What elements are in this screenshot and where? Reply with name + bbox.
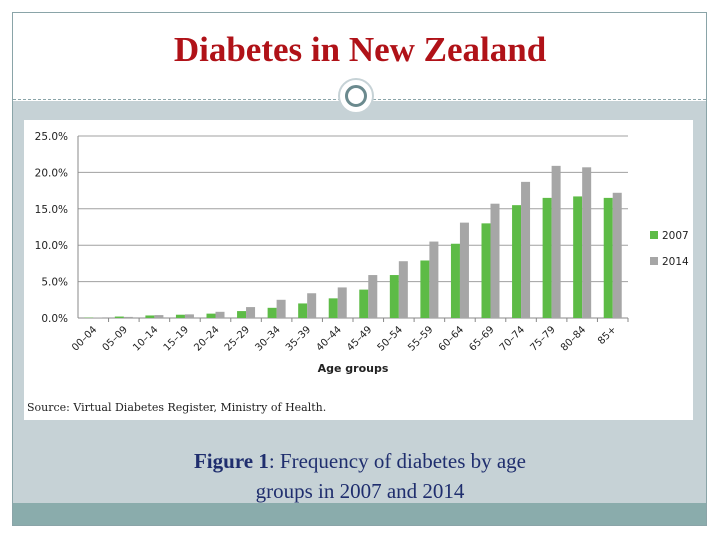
legend-swatch-2007 [650, 231, 658, 239]
bar-2014-50–54 [398, 261, 408, 318]
bar-2014-45–49 [368, 275, 378, 318]
caption-label: Figure 1 [193, 449, 269, 473]
bar-2007-45–49 [359, 289, 369, 318]
bar-2007-10–14 [145, 315, 155, 318]
bar-2007-65–69 [481, 223, 491, 318]
bar-2014-25–29 [246, 307, 256, 318]
legend-label-2014: 2014 [662, 256, 689, 268]
y-tick-label: 15.0% [35, 204, 68, 216]
x-axis-title: Age groups [318, 362, 389, 375]
bar-2014-05–09 [123, 316, 133, 318]
bar-2007-15–19 [175, 314, 185, 318]
y-tick-label: 0.0% [41, 313, 68, 325]
x-tick-label: 30–34 [253, 324, 282, 353]
bar-2014-15–19 [184, 314, 194, 318]
bar-2007-20–24 [206, 313, 216, 318]
bar-2014-30–34 [276, 299, 286, 318]
slide-frame [12, 12, 707, 526]
x-tick-label: 45–49 [345, 324, 374, 353]
bar-2014-35–39 [307, 293, 317, 318]
x-tick-label: 65–69 [467, 324, 496, 353]
x-tick-label: 05–09 [101, 324, 130, 353]
bar-chart: 0.0% 5.0% 10.0% 15.0% 20.0% 25.0% 00–04 05–09 10… [27, 131, 689, 414]
bar-2014-10–14 [154, 315, 164, 318]
x-tick-label: 10–14 [131, 324, 160, 353]
legend-swatch-2014 [650, 257, 658, 265]
bar-2007-85+ [603, 197, 613, 318]
footer-bar [13, 503, 706, 525]
caption-text: : Frequency of diabetes by age [268, 449, 527, 473]
x-tick-label: 15–19 [162, 324, 191, 353]
x-tick-label: 35–39 [284, 324, 313, 353]
bar-2014-60–64 [459, 222, 469, 318]
x-tick-label: 00–04 [70, 324, 99, 353]
x-tick-label: 75–79 [528, 324, 557, 353]
bar-2007-55–59 [420, 260, 430, 318]
y-tick-label: 10.0% [35, 240, 68, 252]
x-tick-label: 50–54 [376, 324, 405, 353]
x-tick-label: 40–44 [315, 324, 344, 353]
bar-2007-80–84 [573, 196, 583, 318]
x-tick-label: 70–74 [498, 324, 527, 353]
bar-2014-70–74 [521, 181, 531, 318]
slide-title: Diabetes in New Zealand [173, 30, 547, 69]
bar-2014-55–59 [429, 241, 439, 318]
x-tick-label: 85+ [596, 324, 619, 347]
bar-2014-80–84 [582, 167, 592, 318]
bar-2007-75–79 [542, 197, 552, 318]
chart-image: 0.0% 5.0% 10.0% 15.0% 20.0% 25.0% 00–04 05–09 10… [24, 120, 693, 420]
ring-ornament-icon [338, 78, 374, 114]
bar-2007-40–44 [328, 298, 338, 318]
caption-text-line2: groups in 2007 and 2014 [255, 479, 465, 503]
bar-2007-60–64 [450, 243, 460, 318]
bar-2014-20–24 [215, 311, 225, 318]
bar-2014-85+ [612, 192, 622, 318]
bar-2007-30–34 [267, 307, 277, 318]
bar-2014-65–69 [490, 203, 500, 318]
source-note: Source: Virtual Diabetes Register, Minis… [27, 401, 326, 414]
y-tick-label: 25.0% [35, 131, 68, 143]
bar-2007-35–39 [298, 303, 308, 318]
figure-caption: Figure 1: Frequency of diabetes by age g… [0, 446, 720, 506]
legend-label-2007: 2007 [662, 230, 689, 242]
y-tick-label: 20.0% [35, 167, 68, 179]
bar-2007-70–74 [512, 205, 522, 318]
x-tick-label: 80–84 [559, 324, 588, 353]
bar-2007-50–54 [389, 275, 399, 318]
bar-2014-40–44 [337, 287, 347, 318]
bar-2007-25–29 [237, 311, 247, 318]
x-tick-label: 20–24 [192, 324, 221, 353]
x-tick-label: 60–64 [437, 324, 466, 353]
x-tick-label: 55–59 [406, 324, 435, 353]
bar-2007-05–09 [114, 316, 124, 318]
bar-2014-75–79 [551, 165, 561, 318]
y-tick-label: 5.0% [41, 277, 68, 289]
x-tick-label: 25–29 [223, 324, 252, 353]
